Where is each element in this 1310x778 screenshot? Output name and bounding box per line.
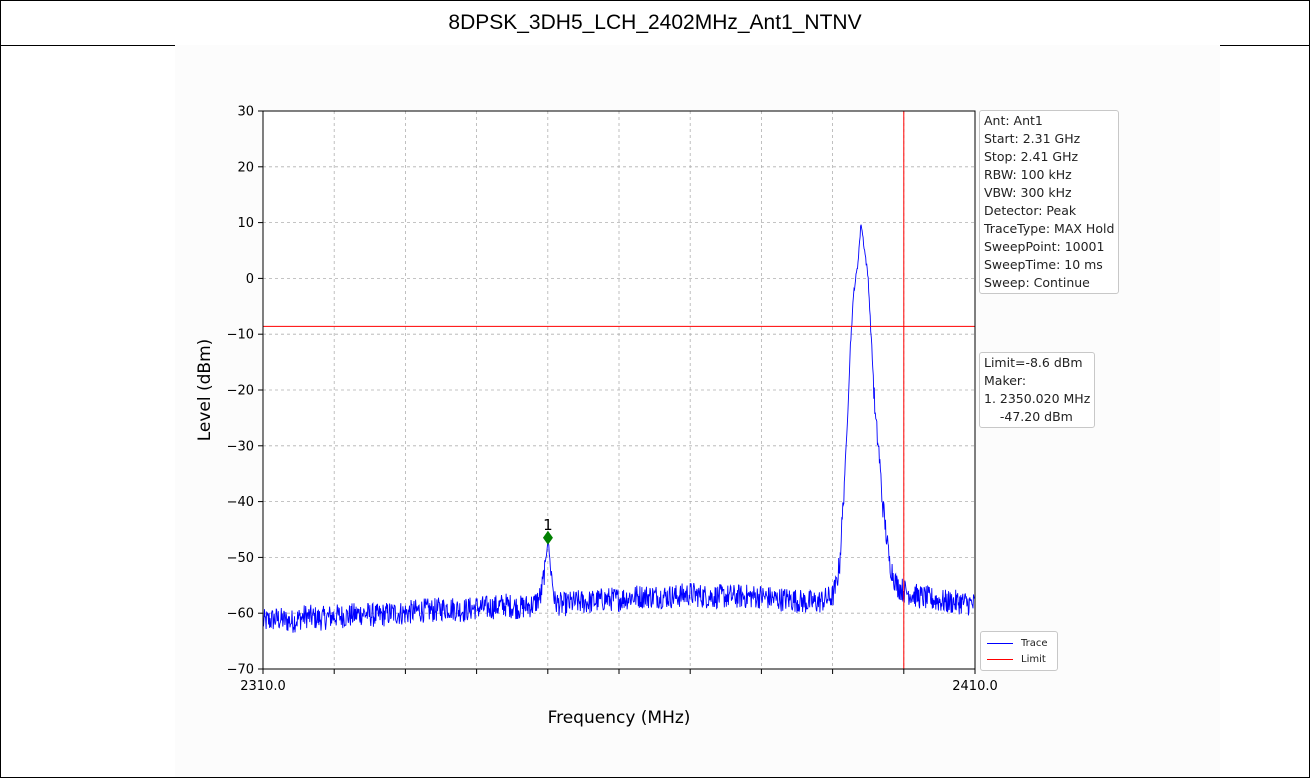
axes-frame (262, 110, 976, 670)
y-tick-label: −20 (227, 384, 254, 399)
info-line: Detector: Peak (984, 203, 1077, 218)
x-tick-label: 2410.0 (952, 679, 998, 694)
y-tick-label: −60 (227, 607, 254, 622)
y-tick-label: −30 (227, 439, 254, 454)
limit-info-line: Limit=-8.6 dBm (984, 355, 1083, 370)
y-tick-label: −40 (227, 495, 254, 510)
legend-swatch-limit (987, 658, 1013, 660)
info-line: SweepTime: 10 ms (984, 257, 1103, 272)
legend-label-limit: Limit (1021, 653, 1046, 665)
y-tick-label: −70 (227, 663, 254, 678)
y-tick-label: 10 (237, 216, 254, 231)
legend-item-trace: Trace (987, 636, 1048, 650)
y-tick-label: −10 (227, 328, 254, 343)
y-tick-label: 30 (237, 105, 254, 120)
trace-line (262, 224, 976, 633)
settings-info-box: Ant: Ant1 Start: 2.31 GHz Stop: 2.41 GHz RB… (979, 110, 1120, 294)
info-line: Stop: 2.41 GHz (984, 149, 1079, 164)
limit-marker-box: Limit=-8.6 dBm Maker: 1. 2350.020 MHz -47.… (979, 352, 1096, 428)
info-line: SweepPoint: 10001 (984, 239, 1105, 254)
limit-info-line: -47.20 dBm (984, 409, 1073, 424)
marker-point (542, 530, 553, 545)
x-axis-label: Frequency (MHz) (548, 708, 691, 728)
legend-label-trace: Trace (1021, 637, 1048, 649)
info-line: RBW: 100 kHz (984, 167, 1072, 182)
info-line: Ant: Ant1 (984, 113, 1043, 128)
y-axis-label: Level (dBm) (195, 339, 215, 442)
info-line: TraceType: MAX Hold (984, 221, 1115, 236)
info-line: Start: 2.31 GHz (984, 131, 1081, 146)
y-tick-label: 0 (246, 272, 254, 287)
marker-label: 1 (543, 516, 553, 534)
info-line: Sweep: Continue (984, 275, 1090, 290)
legend-item-limit: Limit (987, 652, 1046, 666)
x-tick-label: 2310.0 (240, 679, 286, 694)
y-tick-label: −50 (227, 551, 254, 566)
limit-info-line: 1. 2350.020 MHz (984, 391, 1091, 406)
y-tick-label: 20 (237, 160, 254, 175)
legend-swatch-trace (987, 642, 1013, 644)
limit-info-line: Maker: (984, 373, 1027, 388)
legend: Trace Limit (980, 631, 1058, 671)
info-line: VBW: 300 kHz (984, 185, 1072, 200)
